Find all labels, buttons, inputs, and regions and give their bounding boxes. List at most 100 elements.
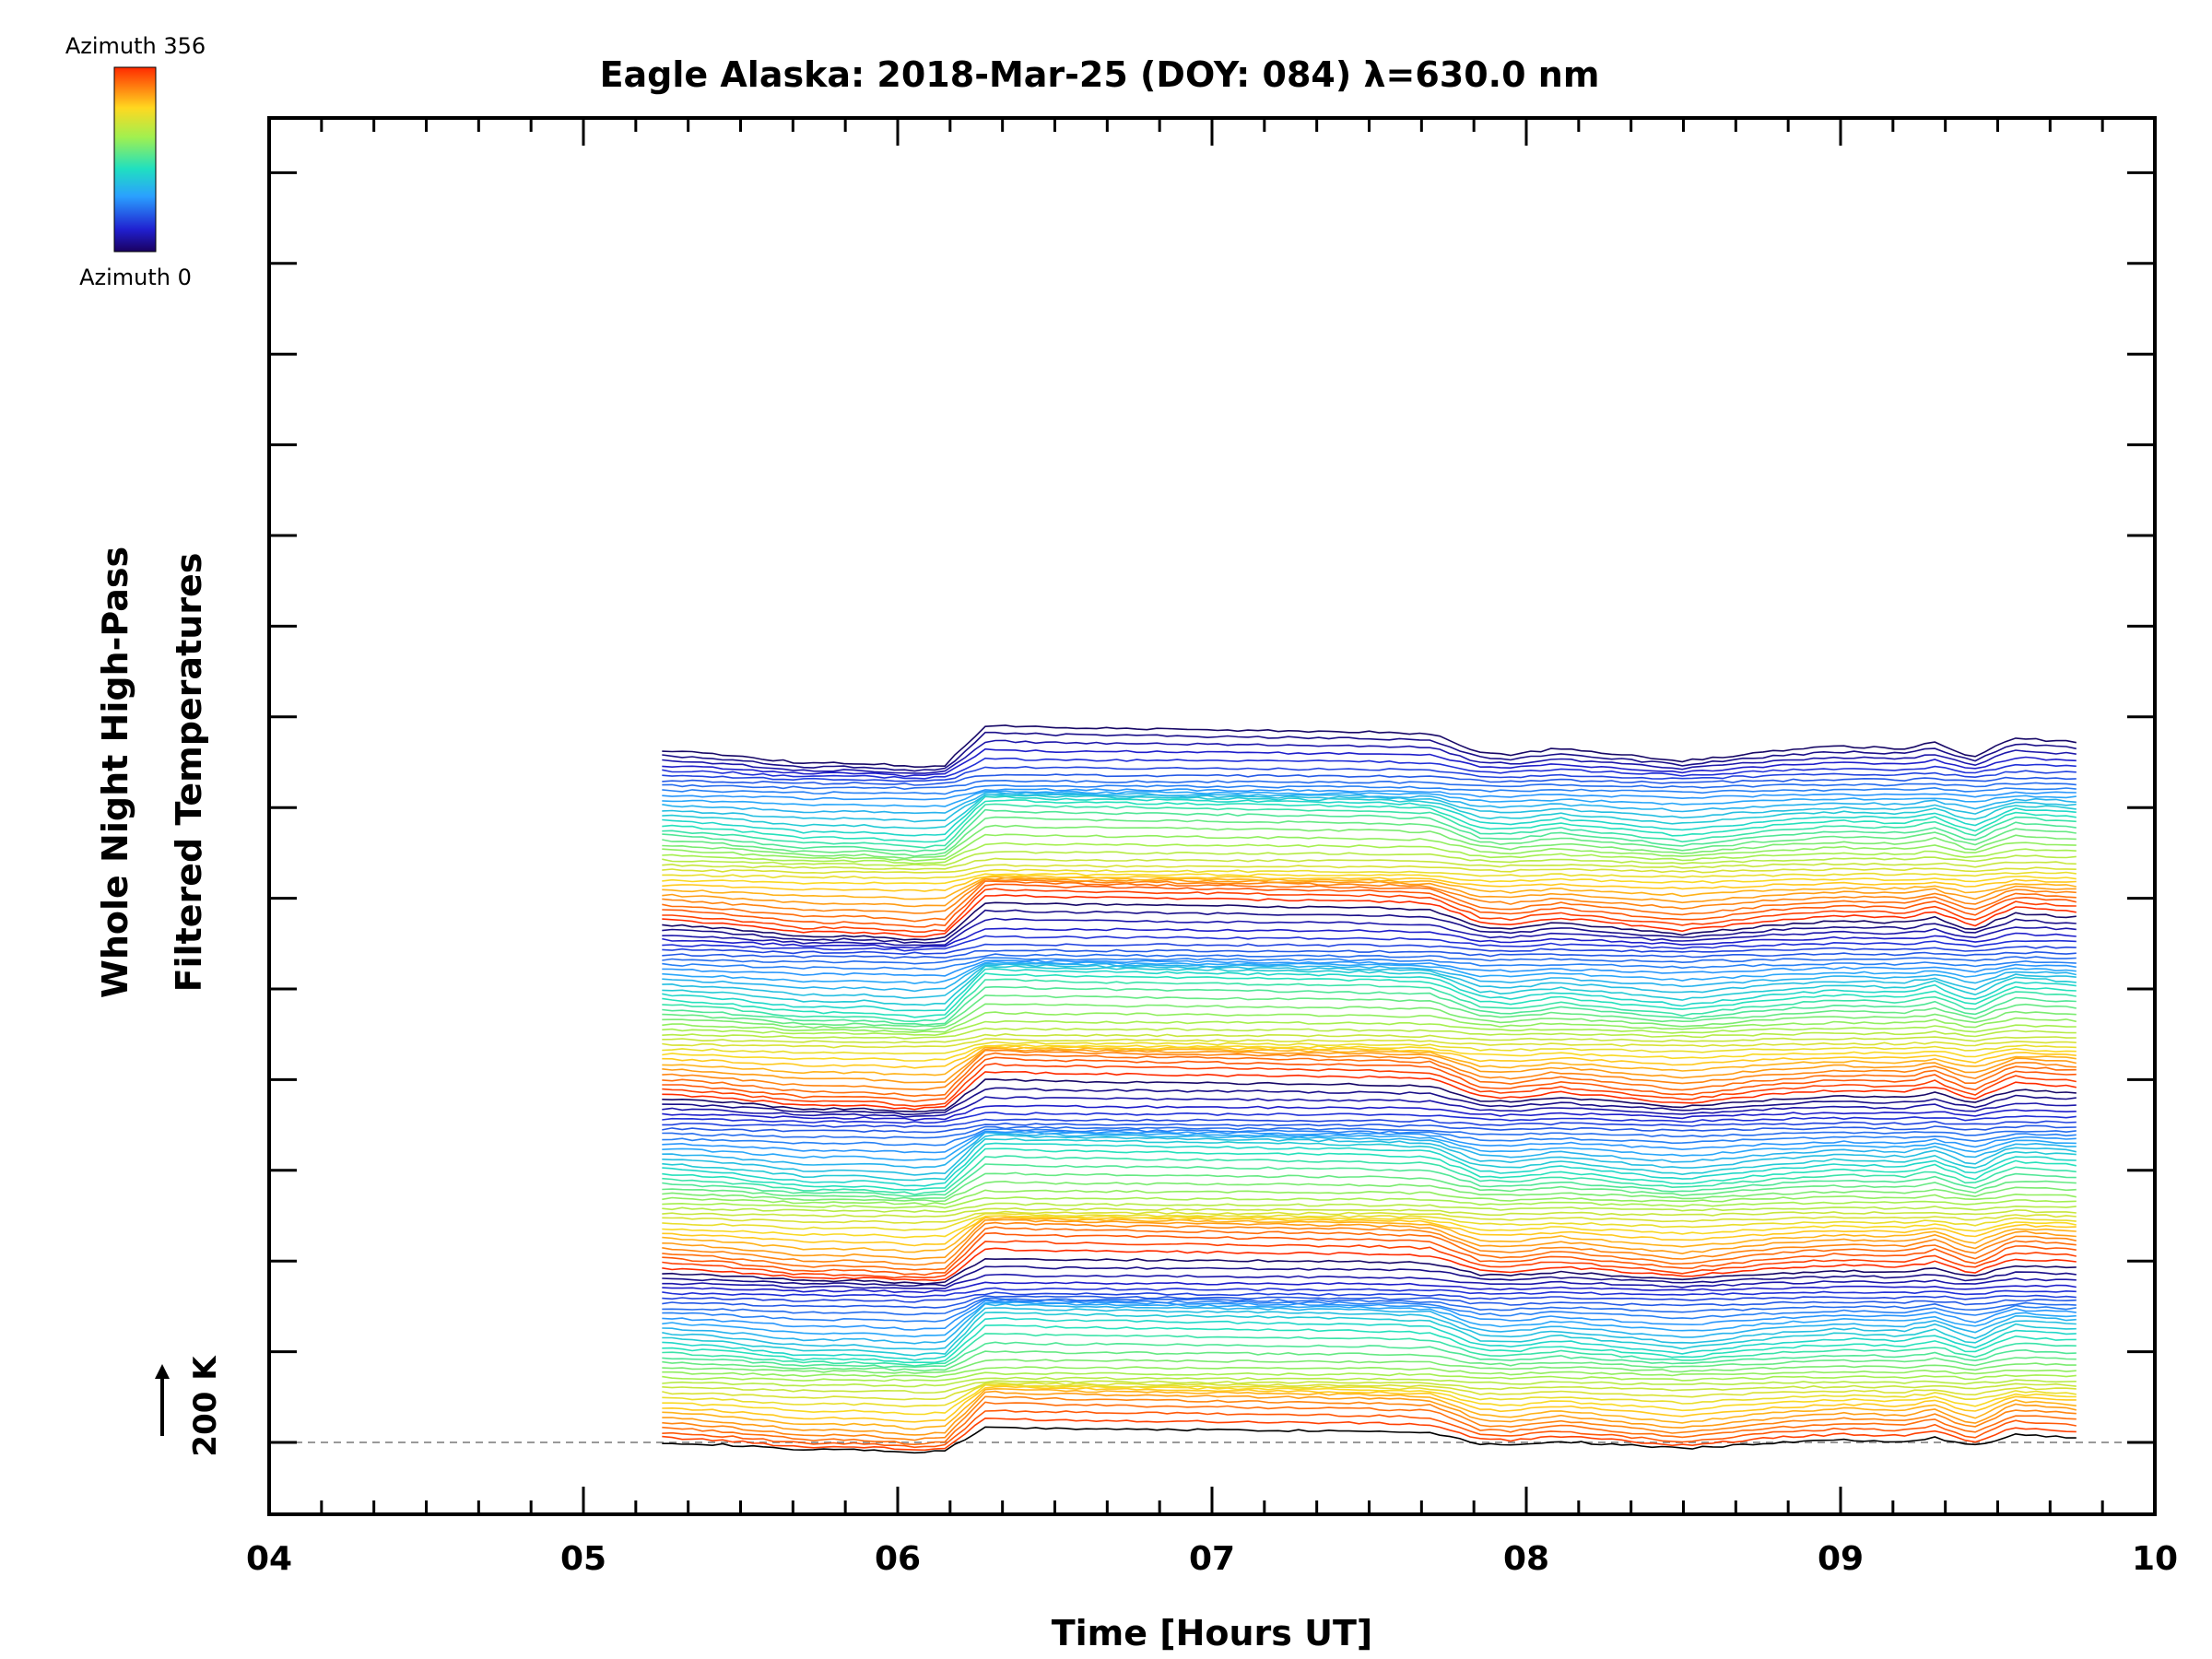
azimuth-trace — [662, 1087, 2077, 1116]
azimuth-trace — [662, 957, 2077, 971]
azimuth-trace — [662, 1240, 2077, 1279]
azimuth-trace — [662, 1142, 2077, 1187]
azimuth-trace — [662, 965, 2077, 1006]
x-tick-label: 05 — [560, 1540, 606, 1578]
azimuth-trace — [662, 1043, 2077, 1062]
azimuth-trace — [662, 1096, 2077, 1118]
azimuth-trace — [662, 1125, 2077, 1139]
azimuth-trace — [662, 799, 2077, 843]
azimuth-trace — [662, 1221, 2077, 1266]
azimuth-trace — [662, 1265, 2077, 1288]
azimuth-trace — [662, 1047, 2077, 1084]
azimuth-trace — [662, 1128, 2077, 1147]
azimuth-trace — [662, 724, 2077, 769]
azimuth-trace — [662, 874, 2077, 892]
azimuth-trace — [662, 1202, 2077, 1213]
colorbar-bottom-label: Azimuth 0 — [79, 265, 192, 290]
azimuth-trace — [662, 876, 2077, 900]
azimuth-trace — [662, 1171, 2077, 1200]
azimuth-trace — [662, 816, 2077, 857]
azimuth-trace — [662, 795, 2077, 837]
azimuth-trace — [662, 909, 2077, 944]
azimuth-trace — [662, 1032, 2077, 1044]
azimuth-trace — [662, 1155, 2077, 1196]
azimuth-trace — [662, 1395, 2077, 1441]
y-axis-label: Whole Night High-Pass Filtered Temperatu… — [95, 547, 209, 998]
colorbar — [113, 66, 157, 253]
azimuth-trace — [662, 731, 2077, 772]
x-axis-label: Time [Hours UT] — [1052, 1613, 1373, 1653]
azimuth-trace — [662, 791, 2077, 815]
azimuth-trace — [662, 872, 2077, 885]
azimuth-trace — [662, 1387, 2077, 1430]
azimuth-trace — [662, 739, 2077, 774]
azimuth-trace — [662, 894, 2077, 938]
azimuth-trace — [662, 1359, 2077, 1374]
scale-bar: 200 K — [155, 1355, 224, 1457]
azimuth-trace — [662, 1226, 2077, 1271]
azimuth-trace — [662, 1300, 2077, 1338]
azimuth-trace — [662, 1409, 2077, 1449]
azimuth-trace — [662, 1383, 2077, 1416]
azimuth-trace — [662, 1215, 2077, 1247]
azimuth-trace — [662, 1215, 2077, 1239]
x-tick-labels: 04 05 06 07 08 09 10 — [246, 1540, 2178, 1578]
azimuth-trace — [662, 1257, 2077, 1285]
azimuth-trace — [662, 1131, 2077, 1169]
azimuth-trace — [662, 1371, 2077, 1382]
azimuth-trace — [662, 757, 2077, 780]
azimuth-trace — [662, 927, 2077, 949]
azimuth-trace — [662, 787, 2077, 801]
azimuth-trace — [662, 1302, 2077, 1345]
azimuth-trace — [662, 1038, 2077, 1049]
azimuth-trace — [662, 794, 2077, 830]
azimuth-trace — [662, 1118, 2077, 1128]
azimuth-trace — [662, 1382, 2077, 1401]
azimuth-trace — [662, 1112, 2077, 1124]
azimuth-trace — [662, 1247, 2077, 1282]
azimuth-trace — [662, 994, 2077, 1028]
x-tick-label: 07 — [1189, 1540, 1235, 1578]
azimuth-trace — [662, 790, 2077, 808]
azimuth-trace — [662, 1298, 2077, 1323]
azimuth-trace — [662, 808, 2077, 853]
azimuth-trace — [662, 1297, 2077, 1316]
azimuth-trace — [662, 1426, 2077, 1454]
x-tick-label: 09 — [1818, 1540, 1864, 1578]
azimuth-trace — [662, 1380, 2077, 1394]
azimuth-trace — [662, 1070, 2077, 1111]
azimuth-trace — [662, 1003, 2077, 1031]
azimuth-trace — [662, 793, 2077, 823]
azimuth-trace — [662, 877, 2077, 908]
azimuth-trace — [662, 888, 2077, 933]
azimuth-trace — [662, 978, 2077, 1023]
azimuth-trace — [662, 948, 2077, 959]
azimuth-trace — [662, 1300, 2077, 1331]
azimuth-trace — [662, 985, 2077, 1026]
azimuth-trace — [662, 1131, 2077, 1161]
azimuth-trace — [662, 864, 2077, 875]
azimuth-trace — [662, 1383, 2077, 1408]
scale-bar-label: 200 K — [187, 1355, 224, 1457]
azimuth-trace — [662, 1366, 2077, 1378]
azimuth-trace — [662, 1027, 2077, 1040]
azimuth-trace — [662, 824, 2077, 860]
azimuth-trace — [662, 851, 2077, 867]
azimuth-trace — [662, 1341, 2077, 1369]
azimuth-trace — [662, 1417, 2077, 1452]
azimuth-trace — [662, 1078, 2077, 1112]
azimuth-trace — [662, 1291, 2077, 1303]
azimuth-trace — [662, 1137, 2077, 1182]
azimuth-trace — [662, 962, 2077, 993]
azimuth-trace — [662, 917, 2077, 947]
azimuth-trace — [662, 1324, 2077, 1364]
azimuth-trace — [662, 1045, 2077, 1069]
azimuth-trace — [662, 1189, 2077, 1206]
x-tick-label: 06 — [875, 1540, 921, 1578]
azimuth-trace — [662, 1333, 2077, 1367]
azimuth-trace — [662, 1163, 2077, 1197]
azimuth-trace — [662, 1122, 2077, 1134]
azimuth-trace — [662, 841, 2077, 865]
x-tick-label: 04 — [246, 1540, 292, 1578]
